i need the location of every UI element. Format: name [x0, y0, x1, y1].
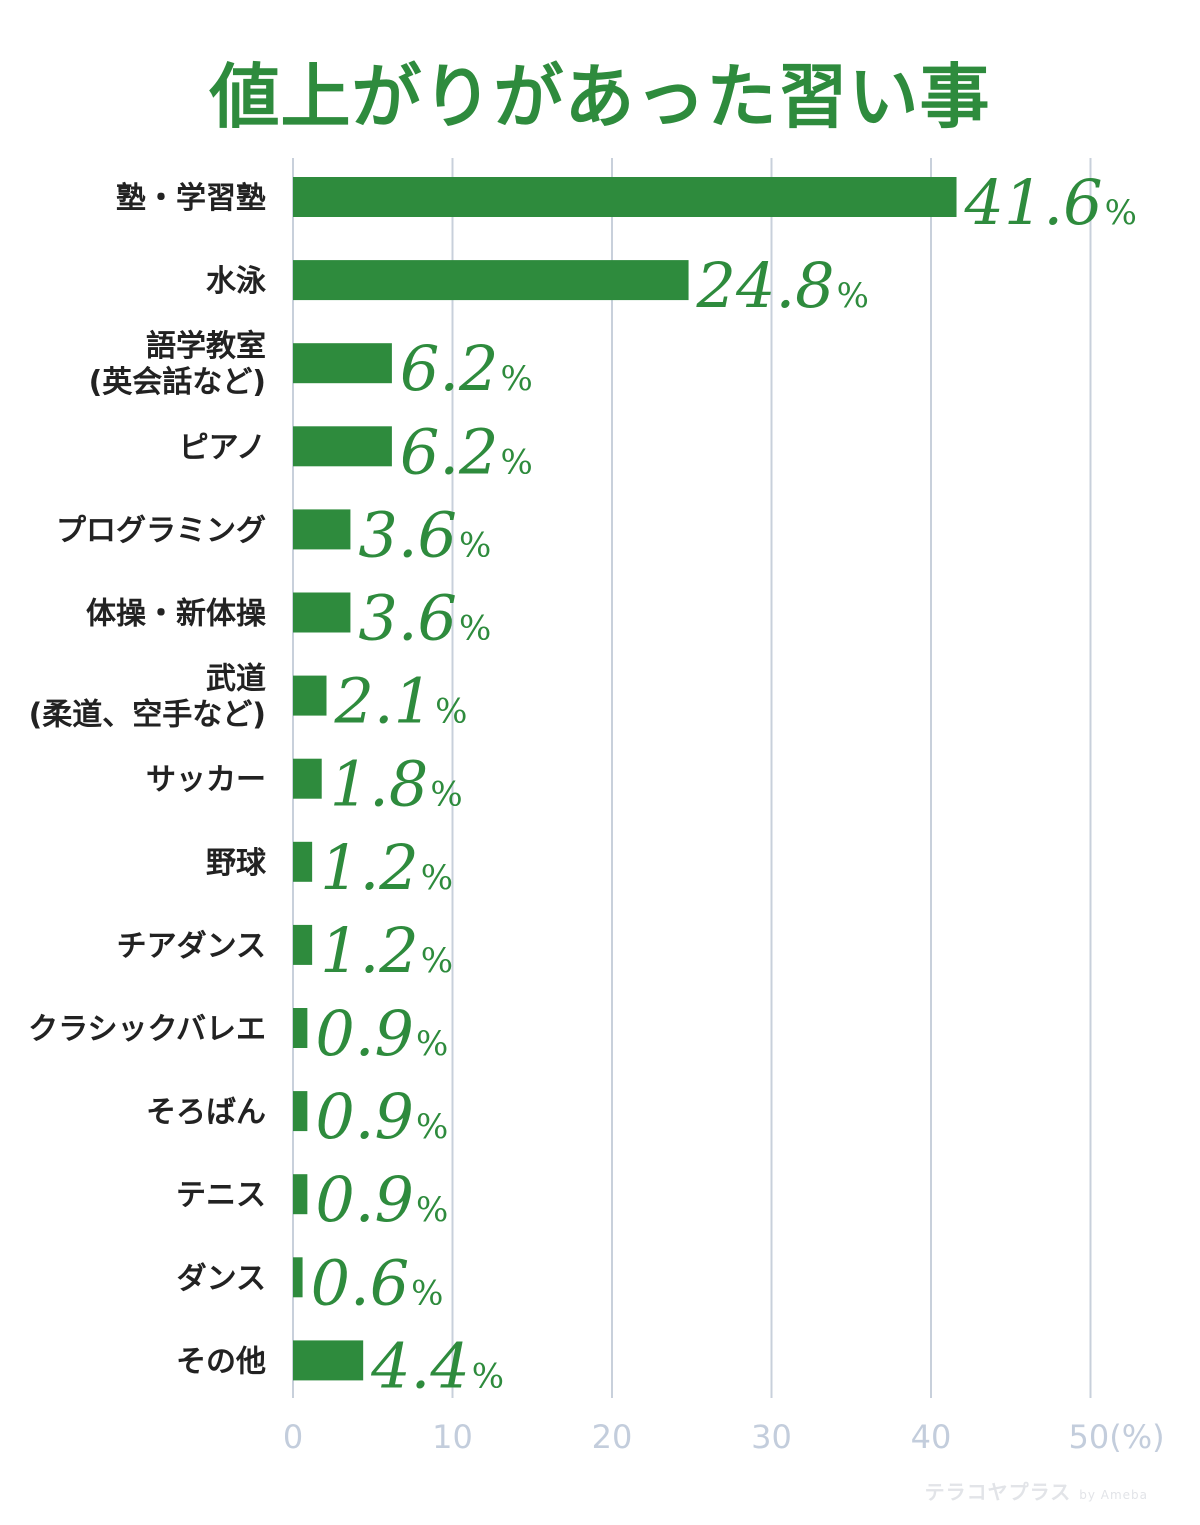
category-label: プログラミング: [56, 513, 266, 548]
data-label: 24.8%: [696, 249, 869, 322]
x-tick-label: 30: [751, 1418, 792, 1456]
category-label: 野球: [206, 846, 267, 881]
bar: [293, 177, 957, 217]
bar: [293, 1257, 303, 1298]
data-label: 0.9%: [315, 997, 448, 1070]
category-label: そろばん: [146, 1095, 266, 1130]
data-label: 0.6%: [311, 1246, 444, 1319]
watermark-brand: テラコヤプラス: [924, 1480, 1072, 1504]
data-label: 1.2%: [320, 831, 453, 904]
category-label: 語学教室: [146, 329, 266, 364]
data-label: 1.2%: [320, 914, 453, 987]
category-label: 体操・新体操: [86, 597, 267, 632]
category-label: 水泳: [206, 264, 266, 299]
bar: [293, 509, 351, 550]
data-label: 6.2%: [400, 415, 533, 488]
data-label: 0.9%: [315, 1163, 448, 1236]
x-axis-tick-labels: 0 10 20 30 40 50(%): [283, 1418, 1165, 1456]
bar: [293, 1091, 308, 1132]
x-tick-label: 0: [283, 1418, 303, 1456]
bar: [293, 1008, 308, 1048]
category-label: その他: [176, 1344, 266, 1379]
value-labels: 41.6% 24.8% 6.2% 6.2% 3.6% 3.6% 2.1% 1.8% 1.2% 1.…: [311, 166, 1137, 1402]
bar: [293, 1174, 308, 1215]
data-label: 41.6%: [964, 166, 1137, 239]
category-label: ピアノ: [179, 430, 266, 465]
x-tick-label: 20: [592, 1418, 633, 1456]
data-label: 6.2%: [400, 332, 533, 405]
category-label: クラシックバレエ: [28, 1012, 266, 1047]
data-label: 0.9%: [315, 1080, 448, 1153]
bar: [293, 343, 392, 384]
category-label: サッカー: [146, 763, 266, 798]
x-tick-label: 40: [911, 1418, 952, 1456]
bar: [293, 924, 313, 965]
x-tick-label: 10: [432, 1418, 473, 1456]
watermark-logo: テラコヤプラス by Ameba: [925, 1476, 1148, 1505]
data-label: 3.6%: [358, 582, 491, 655]
category-label: チアダンス: [117, 929, 266, 964]
data-label: 3.6%: [358, 498, 491, 571]
category-label: 塾・学習塾: [116, 181, 266, 216]
bars: [293, 177, 957, 1381]
data-label: 4.4%: [370, 1329, 504, 1402]
category-label: テニス: [176, 1178, 266, 1213]
bar: [293, 426, 392, 467]
category-label: (柔道、空手など): [29, 698, 266, 733]
chart-title: 値上がりがあった習い事: [209, 56, 991, 138]
data-label: 1.8%: [330, 748, 463, 821]
watermark-by: by Ameba: [1079, 1488, 1148, 1502]
bar: [293, 758, 322, 799]
bar: [293, 841, 313, 882]
category-label: ダンス: [177, 1261, 266, 1296]
category-label: 武道: [206, 662, 266, 697]
bar: [293, 260, 689, 301]
x-tick-label: 50(%): [1069, 1418, 1165, 1456]
data-label: 2.1%: [333, 665, 467, 738]
bar: [293, 675, 327, 716]
bar: [293, 592, 351, 633]
category-label: (英会話など): [89, 365, 266, 400]
bar: [293, 1340, 364, 1381]
